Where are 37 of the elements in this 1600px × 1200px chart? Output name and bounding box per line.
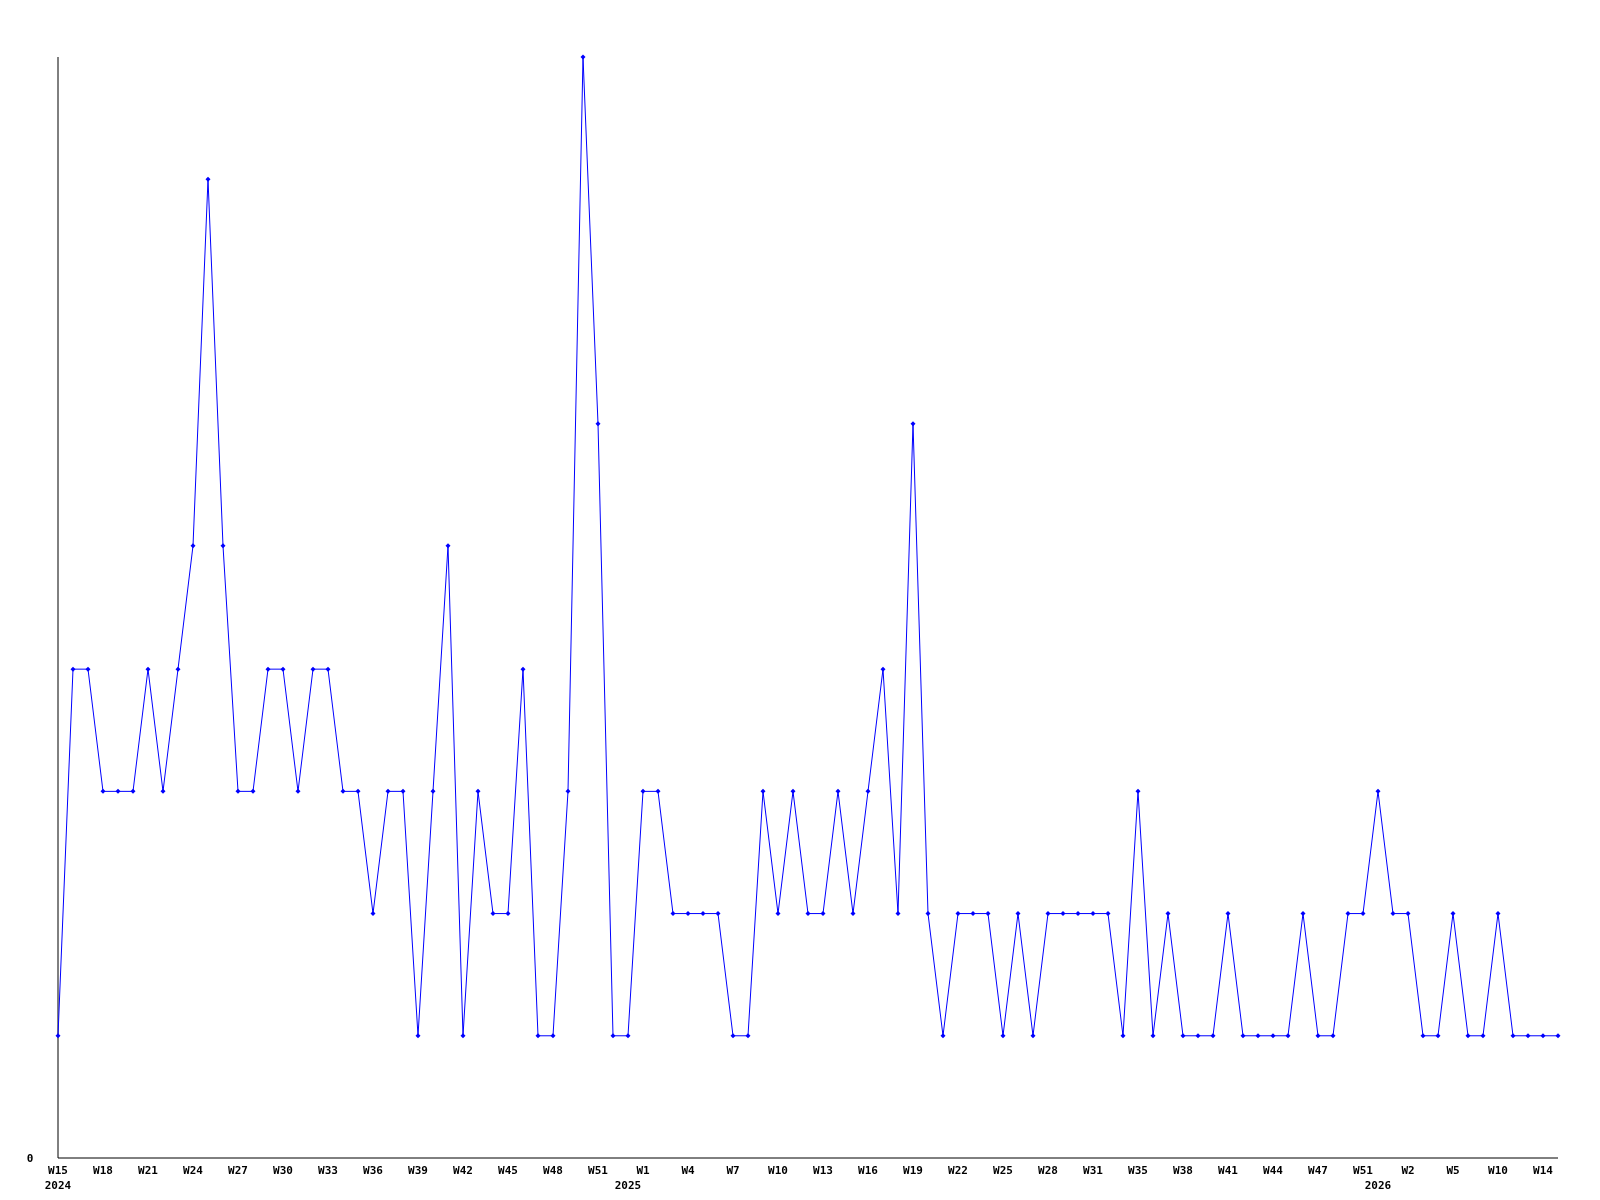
x-tick-label: W4 (681, 1164, 695, 1177)
x-tick-label: W48 (543, 1164, 563, 1177)
x-tick-label: W39 (408, 1164, 428, 1177)
x-tick-label: W10 (1488, 1164, 1508, 1177)
x-tick-label: W28 (1038, 1164, 1058, 1177)
x-tick-label: W42 (453, 1164, 473, 1177)
x-tick-label: W18 (93, 1164, 113, 1177)
x-tick-label: 2025 (614, 1179, 642, 1192)
x-tick-label: W22 (948, 1164, 968, 1177)
x-tick-label: W31 (1083, 1164, 1104, 1177)
x-tick-label: W36 (363, 1164, 384, 1177)
x-tick-label: W16 (858, 1164, 879, 1177)
x-tick-label: W21 (138, 1164, 159, 1177)
x-tick-label: W10 (768, 1164, 788, 1177)
x-tick-label: W1 (636, 1164, 650, 1177)
x-tick-label: W25 (993, 1164, 1013, 1177)
x-tick-label: W24 (183, 1164, 204, 1177)
x-tick-label: W44 (1263, 1164, 1284, 1177)
x-tick-label: W2 (1401, 1164, 1415, 1177)
x-tick-label: W19 (903, 1164, 923, 1177)
x-tick-label: W33 (318, 1164, 338, 1177)
x-tick-label: W38 (1173, 1164, 1193, 1177)
x-tick-label: W51 (1353, 1164, 1374, 1177)
x-tick-label: W47 (1308, 1164, 1328, 1177)
x-tick-label: W30 (273, 1164, 293, 1177)
x-tick-label: W35 (1128, 1164, 1148, 1177)
x-tick-label: W15 2024 (44, 1164, 72, 1192)
x-tick-label: W13 (813, 1164, 833, 1177)
x-tick-label: W7 (726, 1164, 740, 1177)
x-tick-label: W5 (1446, 1164, 1460, 1177)
text: 0 (26, 1152, 34, 1165)
x-tick-label: W45 (498, 1164, 518, 1177)
x-tick-label: W27 (228, 1164, 248, 1177)
x-tick-label: W41 (1218, 1164, 1239, 1177)
x-tick-label: 2026 (1364, 1179, 1392, 1192)
x-tick-label: W51 (588, 1164, 609, 1177)
x-tick-label: W14 (1533, 1164, 1554, 1177)
